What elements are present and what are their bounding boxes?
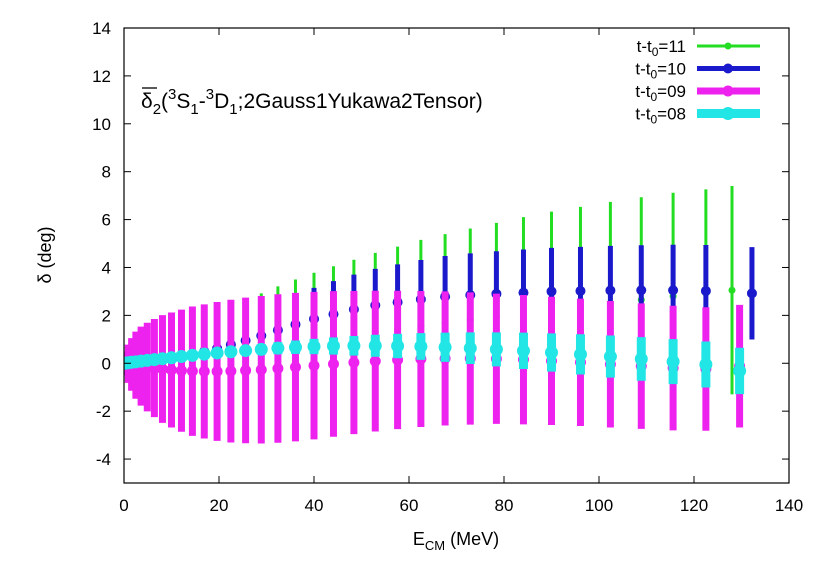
- legend-swatch-point: [721, 107, 735, 120]
- y-tick-label: 0: [102, 354, 111, 373]
- data-point: [668, 285, 679, 296]
- y-tick-labels: -4 -2 0 2 4 6 8 10 12 14: [92, 19, 111, 469]
- data-point: [516, 344, 530, 358]
- series-08: [124, 332, 747, 395]
- legend-label: t-t0=10: [635, 60, 686, 82]
- x-tick-label: 0: [119, 496, 128, 515]
- data-point: [348, 357, 360, 369]
- data-point: [438, 340, 452, 354]
- data-point: [225, 365, 237, 377]
- data-point: [288, 340, 302, 354]
- y-tick-label: -4: [96, 450, 111, 469]
- legend-label: t-t0=09: [635, 82, 686, 104]
- y-tick-label: 12: [92, 67, 111, 86]
- plot-frame: [123, 27, 790, 484]
- data-point: [198, 365, 210, 377]
- data-point: [272, 363, 284, 375]
- data-point: [240, 364, 252, 376]
- data-point: [634, 352, 648, 366]
- legend-swatch-point: [723, 63, 733, 74]
- data-point: [575, 285, 586, 296]
- data-point: [186, 365, 198, 377]
- ticks-layer: [123, 27, 790, 483]
- legend-label: t-t0=08: [635, 105, 686, 127]
- data-point: [391, 339, 405, 353]
- y-axis-label: δ (deg): [35, 226, 55, 283]
- x-tick-label: 80: [495, 496, 514, 515]
- x-axis-label: ECM (MeV): [413, 529, 499, 553]
- data-point: [271, 341, 285, 355]
- data-point: [605, 285, 616, 296]
- y-tick-label: 6: [102, 211, 111, 230]
- y-tick-label: 8: [102, 163, 111, 182]
- y-tick-label: -2: [96, 402, 111, 421]
- data-point: [728, 286, 736, 294]
- x-tick-labels: 0 20 40 60 80 100 120 140: [119, 496, 803, 515]
- data-point: [254, 342, 268, 356]
- data-point: [733, 364, 747, 378]
- data-point: [289, 361, 301, 373]
- data-point: [636, 285, 647, 296]
- data-point: [197, 347, 211, 361]
- y-tick-label: 4: [102, 258, 111, 277]
- data-point: [666, 355, 680, 369]
- y-tick-label: 10: [92, 115, 111, 134]
- legend-swatch-point: [722, 85, 734, 97]
- data-point: [224, 345, 238, 359]
- data-point: [489, 342, 503, 356]
- series-09: [124, 290, 746, 444]
- data-point: [166, 364, 177, 376]
- chart-title: δ2(3S1-3D1;2Gauss1Yukawa2Tensor): [141, 86, 483, 118]
- data-point: [347, 339, 361, 353]
- data-point: [463, 341, 477, 355]
- data-point: [573, 347, 587, 361]
- data-point: [327, 358, 339, 370]
- data-point: [545, 345, 558, 359]
- x-tick-label: 20: [210, 496, 229, 515]
- data-point: [210, 346, 224, 360]
- data-point: [174, 350, 188, 364]
- x-tick-label: 40: [305, 496, 324, 515]
- data-point: [603, 350, 617, 364]
- y-tick-label: 14: [92, 19, 111, 38]
- legend-swatch-point: [724, 42, 732, 50]
- data-point: [211, 365, 223, 377]
- y-tick-label: 2: [102, 306, 111, 325]
- x-tick-label: 60: [400, 496, 419, 515]
- data-point: [165, 351, 178, 365]
- data-point: [414, 340, 428, 353]
- data-point: [175, 365, 187, 377]
- data-point: [185, 348, 199, 362]
- x-tick-label: 120: [680, 496, 708, 515]
- data-point: [699, 357, 713, 371]
- data-point: [546, 286, 557, 297]
- data-point: [307, 340, 321, 353]
- data-point: [239, 344, 253, 358]
- data-point: [255, 364, 267, 376]
- x-tick-label: 100: [585, 496, 613, 515]
- data-point: [369, 355, 381, 367]
- data-point: [308, 360, 320, 372]
- legend: t-t0=11t-t0=10t-t0=09t-t0=08: [635, 37, 760, 127]
- data-point: [746, 288, 757, 299]
- title-text: δ2(3S1-3D1;2Gauss1Yukawa2Tensor): [141, 86, 483, 118]
- series-layer: [124, 186, 757, 444]
- data-point: [368, 339, 382, 353]
- data-point: [700, 285, 711, 296]
- data-point: [156, 363, 168, 375]
- x-tick-label: 140: [775, 496, 803, 515]
- data-point: [326, 339, 340, 353]
- legend-label: t-t0=11: [637, 37, 686, 59]
